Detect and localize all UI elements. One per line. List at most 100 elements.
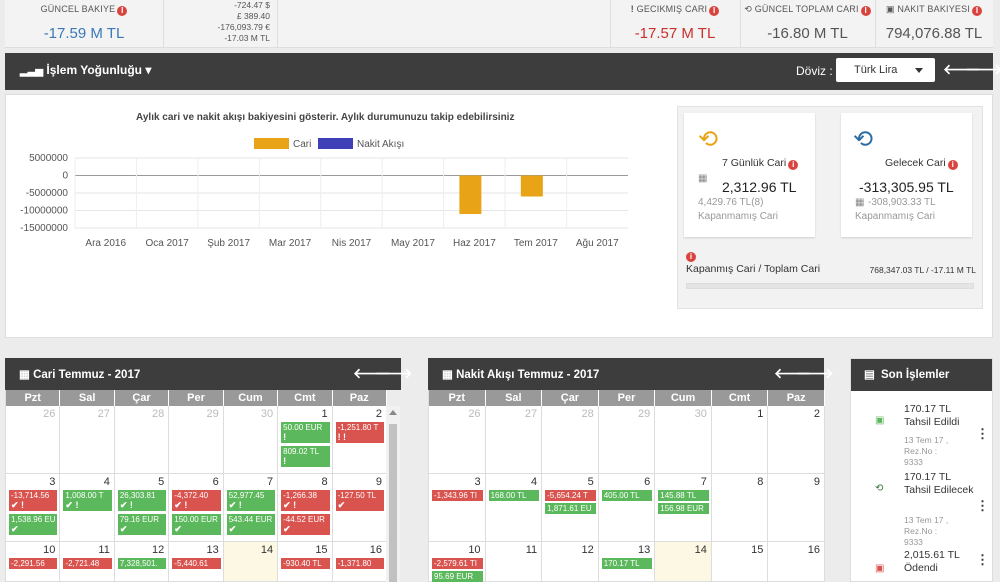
more-options-icon[interactable]: ⋮ bbox=[976, 498, 989, 513]
calendar-day[interactable]: 2 bbox=[768, 406, 825, 474]
calendar-event[interactable]: 1,871.61 EU bbox=[545, 503, 596, 514]
calendar-event[interactable]: -2,579.61 TI bbox=[432, 558, 483, 569]
calendar-day[interactable]: 4 1,008.00 T ✔ ! bbox=[60, 474, 115, 542]
calendar-event[interactable]: 95.69 EUR bbox=[432, 571, 483, 582]
calendar-day[interactable]: 13 170.17 TL bbox=[598, 542, 656, 582]
calendar-day[interactable]: 7 52,977.45 ✔ ! 543.44 EUR ✔ bbox=[223, 474, 279, 542]
calendar-scrollbar[interactable] bbox=[386, 406, 400, 582]
calendar-day[interactable]: 29 bbox=[169, 406, 224, 474]
calendar-event[interactable]: -5,654.24 T bbox=[545, 490, 596, 501]
calendar-event[interactable]: -127.50 TL ✔ bbox=[335, 490, 384, 511]
more-options-icon[interactable]: ⋮ bbox=[976, 426, 989, 441]
prev-month-icon[interactable]: 🡐 bbox=[353, 365, 391, 381]
calendar-event[interactable]: 79.16 EUR ✔ bbox=[117, 514, 167, 535]
calendar-day[interactable]: 5 -5,654.24 T 1,871.61 EU bbox=[542, 474, 599, 542]
calendar-event[interactable]: 168.00 TL bbox=[488, 490, 540, 501]
calendar-day[interactable]: 9 bbox=[768, 474, 825, 542]
calendar-event[interactable]: 543.44 EUR ✔ bbox=[226, 514, 276, 535]
calendar-event[interactable]: -2,721.48 bbox=[63, 558, 112, 569]
calendar-day[interactable]: 10 -2,291.56 bbox=[6, 542, 61, 582]
legend-nakit[interactable]: Nakit Akışı bbox=[318, 138, 404, 150]
calendar-event[interactable]: 1,538.96 EU ✔ bbox=[9, 514, 58, 535]
calendar-day[interactable]: 5 26,303.81 ✔ ! 79.16 EUR ✔ bbox=[114, 474, 170, 542]
calendar-day[interactable]: 1 50.00 EUR! 809.02 TL! bbox=[278, 406, 333, 474]
calendar-day[interactable]: 4 168.00 TL bbox=[485, 474, 543, 542]
calendar-day[interactable]: 27 bbox=[485, 406, 543, 474]
day-number: 29 bbox=[206, 408, 219, 420]
calendar-event[interactable]: 1,008.00 T ✔ ! bbox=[63, 490, 112, 511]
calendar-day[interactable]: 8 bbox=[711, 474, 769, 542]
calendar-day[interactable]: 28 bbox=[542, 406, 599, 474]
calendar-day[interactable]: 29 bbox=[598, 406, 656, 474]
calendar-day[interactable]: 14 bbox=[223, 542, 279, 582]
event-amount: -2,291.56 bbox=[11, 559, 45, 568]
calendar-event[interactable]: 809.02 TL! bbox=[281, 446, 330, 467]
calendar-day[interactable]: 10 -2,579.61 TI 95.69 EUR bbox=[429, 542, 486, 582]
calendar-event[interactable]: -930.40 TL bbox=[281, 558, 330, 569]
calendar-event[interactable]: -1,343.96 TI bbox=[432, 490, 483, 501]
calendar-day[interactable]: 12 bbox=[542, 542, 599, 582]
calendar-day[interactable]: 6 405.00 TL bbox=[598, 474, 656, 542]
calendar-event[interactable]: -1,371.80 bbox=[335, 558, 384, 569]
calendar-day[interactable]: 2 -1,251.80 T! ! bbox=[332, 406, 387, 474]
calendar-event[interactable]: 156.98 EUR bbox=[658, 503, 709, 514]
event-amount: -930.40 TL bbox=[283, 559, 322, 568]
calendar-day[interactable]: 14 bbox=[655, 542, 712, 582]
calendar-day[interactable]: 15 -930.40 TL bbox=[278, 542, 333, 582]
calendar-day[interactable]: 30 bbox=[655, 406, 712, 474]
calendar-event[interactable]: 145.88 TL bbox=[658, 490, 709, 501]
calendar-day[interactable]: 11 bbox=[485, 542, 543, 582]
calendar-day[interactable]: 28 bbox=[114, 406, 170, 474]
calendar-day[interactable]: 13 -5,440.61 bbox=[169, 542, 224, 582]
calendar-day[interactable]: 1 bbox=[711, 406, 769, 474]
info-icon[interactable]: i bbox=[709, 6, 720, 16]
calendar-event[interactable]: -44.52 EUR ✔ bbox=[281, 514, 330, 535]
calendar-day[interactable]: 27 bbox=[60, 406, 115, 474]
calendar-event[interactable]: -1,251.80 T! ! bbox=[335, 422, 384, 443]
calendar-day[interactable]: 7 145.88 TL 156.98 EUR bbox=[655, 474, 712, 542]
info-icon[interactable]: i bbox=[788, 160, 799, 170]
calendar-event[interactable]: 50.00 EUR! bbox=[281, 422, 330, 443]
calendar-day[interactable]: 6 -4,372.40 ✔ ! 150.00 EUR ✔ bbox=[169, 474, 224, 542]
calendar-event[interactable]: -4,372.40 ✔ ! bbox=[172, 490, 221, 511]
info-icon[interactable]: i bbox=[972, 6, 983, 16]
prev-arrow-icon[interactable]: 🡐 bbox=[943, 61, 981, 77]
day-number: 9 bbox=[375, 476, 382, 488]
calendar-event[interactable]: -1,266.38 ✔ ! bbox=[281, 490, 330, 511]
day-number: 7 bbox=[700, 476, 707, 488]
calendar-day[interactable]: 16 bbox=[768, 542, 825, 582]
calendar-day[interactable]: 16 -1,371.80 bbox=[332, 542, 387, 582]
calendar-event[interactable]: 405.00 TL bbox=[601, 490, 653, 501]
calendar-event[interactable]: -5,440.61 bbox=[172, 558, 221, 569]
calendar-day[interactable]: 30 bbox=[223, 406, 279, 474]
calendar-day[interactable]: 15 bbox=[711, 542, 769, 582]
calendar-event[interactable]: 150.00 EUR ✔ bbox=[172, 514, 221, 535]
prev-month-icon[interactable]: 🡐 bbox=[774, 365, 812, 381]
info-icon[interactable]: i bbox=[947, 160, 958, 170]
calendar-day[interactable]: 26 bbox=[6, 406, 61, 474]
calendar-event[interactable]: 7,328,501. bbox=[117, 558, 167, 569]
calendar-day[interactable]: 26 bbox=[429, 406, 486, 474]
calendar-event[interactable]: -13,714.56 ✔ ! bbox=[9, 490, 58, 511]
calendar-day[interactable]: 3 -13,714.56 ✔ ! 1,538.96 EU ✔ bbox=[6, 474, 61, 542]
calendar-event[interactable]: 26,303.81 ✔ ! bbox=[117, 490, 167, 511]
next-month-icon[interactable]: 🡒 bbox=[375, 365, 413, 381]
islem-yogunlugu-dropdown[interactable]: ▂▃▅ İşlem Yoğunluğu ▾ bbox=[20, 63, 151, 77]
currency-select[interactable]: Türk Lira bbox=[836, 58, 935, 82]
calendar-event[interactable]: 170.17 TL bbox=[601, 558, 653, 569]
info-icon[interactable]: i bbox=[860, 6, 871, 16]
calendar-day[interactable]: 12 7,328,501. bbox=[114, 542, 170, 582]
calendar-day[interactable]: 11 -2,721.48 bbox=[60, 542, 115, 582]
day-number: 5 bbox=[587, 476, 594, 488]
info-icon[interactable]: i bbox=[686, 252, 696, 262]
legend-cari[interactable]: Cari bbox=[254, 138, 311, 150]
calendar-day[interactable]: 3 -1,343.96 TI bbox=[429, 474, 486, 542]
more-options-icon[interactable]: ⋮ bbox=[976, 552, 989, 567]
calendar-day[interactable]: 8 -1,266.38 ✔ ! -44.52 EUR ✔ bbox=[278, 474, 333, 542]
calendar-day[interactable]: 9 -127.50 TL ✔ bbox=[332, 474, 387, 542]
info-icon[interactable]: i bbox=[117, 6, 128, 16]
calendar-event[interactable]: -2,291.56 bbox=[9, 558, 58, 569]
next-arrow-icon[interactable]: 🡒 bbox=[965, 61, 1000, 77]
calendar-event[interactable]: 52,977.45 ✔ ! bbox=[226, 490, 276, 511]
next-month-icon[interactable]: 🡒 bbox=[796, 365, 834, 381]
